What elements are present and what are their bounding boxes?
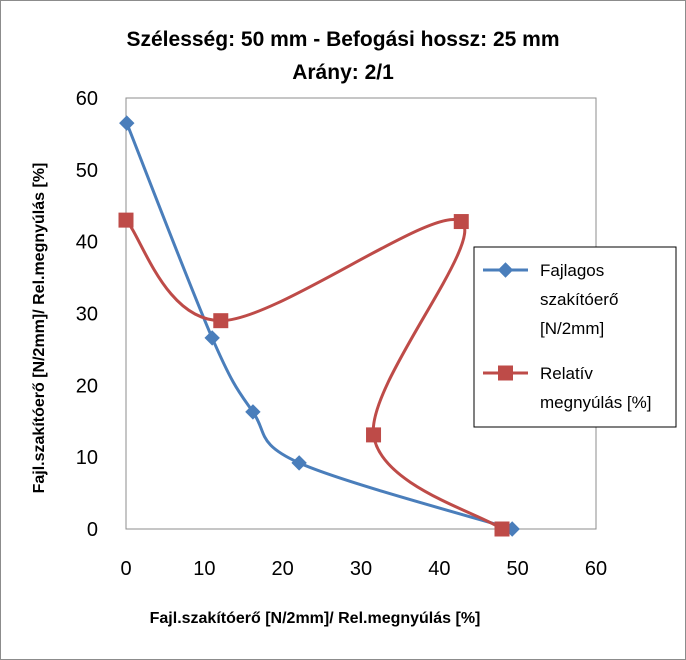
y-tick-label: 60 [76,88,98,110]
y-axis-label: Fajl.szakítóerő [N/2mm]/ Rel.megnyúlás [… [31,163,48,494]
square-marker [498,365,513,381]
diamond-marker [497,262,514,278]
legend-label-line: Relatív [540,364,593,383]
legend-label-line: [N/2mm] [540,319,604,338]
legend-entry-2: Relatív megnyúlás [%] [483,364,652,412]
square-marker [118,212,134,228]
y-tick-label: 10 [76,447,98,469]
legend: Fajlagos szakítóerő [N/2mm] Relatív megnyúlá… [473,246,677,428]
x-axis-label: Fajl.szakítóerő [N/2mm]/ Rel.megnyúlás [… [150,610,481,627]
square-marker [366,427,382,443]
diamond-marker [245,404,261,420]
series-2 [118,212,510,537]
square-marker [494,521,510,537]
x-tick-label: 0 [120,558,131,580]
x-tick-label: 40 [428,558,450,580]
x-tick-label: 30 [350,558,372,580]
chart-subtitle: Arány: 2/1 [292,61,394,84]
diamond-marker [204,330,220,346]
legend-label-line: megnyúlás [%] [540,393,652,412]
y-tick-label: 40 [76,232,98,254]
legend-box [473,246,677,428]
square-marker [213,313,229,329]
diamond-marker [291,455,307,471]
diamond-marker [119,115,135,131]
y-tick-label: 20 [76,375,98,397]
y-tick-label: 0 [87,519,98,541]
series-1 [119,115,520,537]
x-axis-ticks: 0 10 20 30 40 50 60 [120,558,607,580]
y-tick-label: 50 [76,160,98,182]
chart-title: Szélesség: 50 mm - Befogási hossz: 25 mm [127,28,560,51]
x-tick-label: 60 [585,558,607,580]
series-layer [118,115,520,537]
x-tick-label: 10 [193,558,215,580]
legend-label-line: Fajlagos [540,261,604,280]
x-tick-label: 20 [272,558,294,580]
x-tick-label: 50 [507,558,529,580]
square-marker [453,214,469,230]
legend-label-line: szakítóerő [540,290,618,309]
legend-entry-1: Fajlagos szakítóerő [N/2mm] [483,261,618,338]
y-tick-label: 30 [76,304,98,326]
y-axis-ticks: 0 10 20 30 40 50 60 [76,88,98,541]
